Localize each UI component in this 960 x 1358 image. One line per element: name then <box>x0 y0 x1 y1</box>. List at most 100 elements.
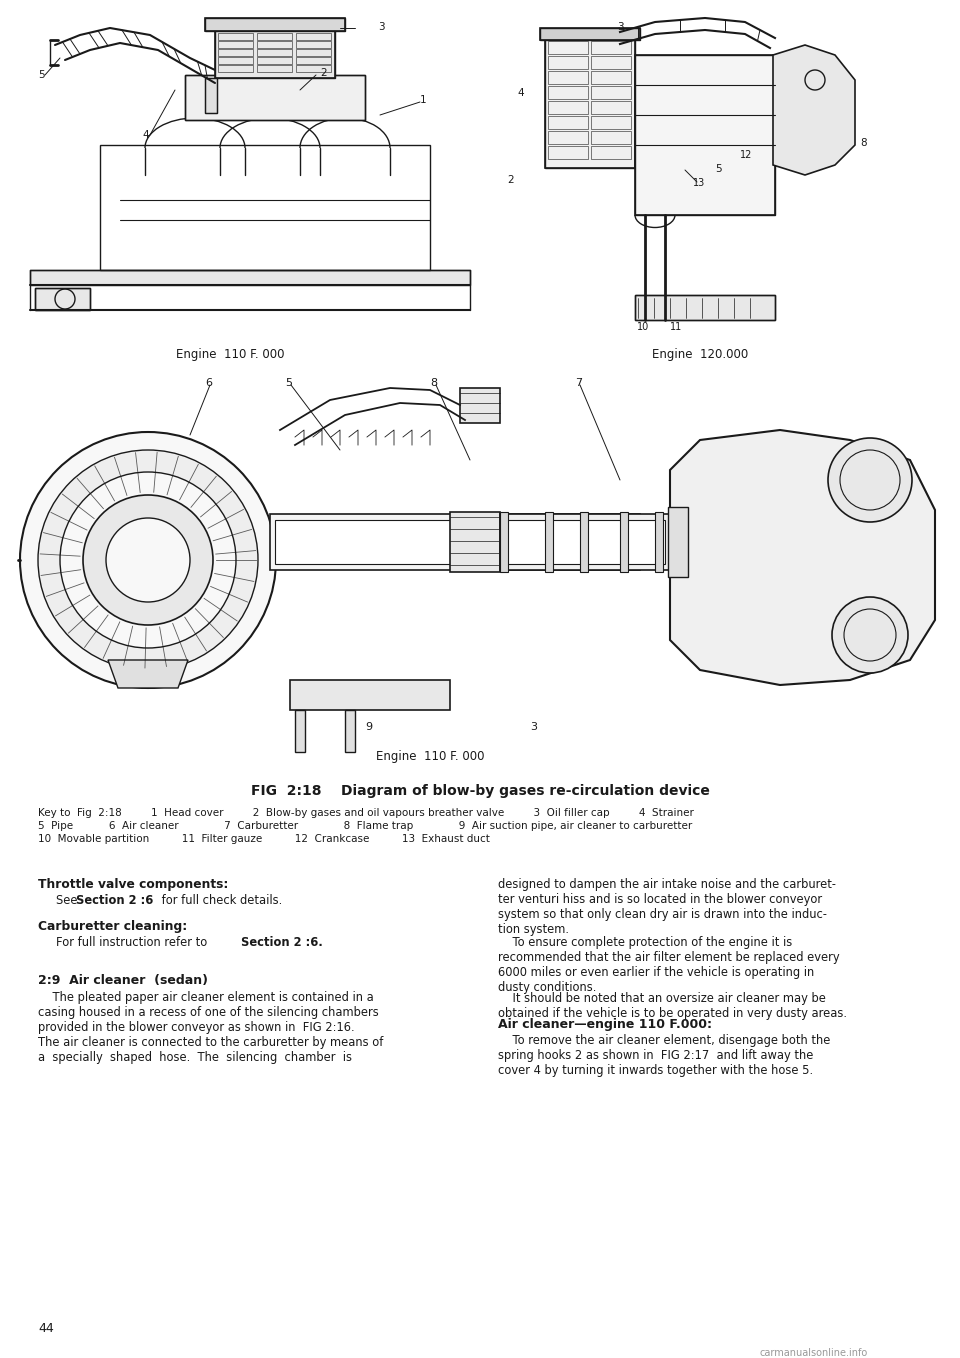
Bar <box>668 507 688 577</box>
Text: 4: 4 <box>517 88 523 98</box>
Bar <box>591 100 631 114</box>
Bar <box>205 77 217 113</box>
Circle shape <box>828 439 912 521</box>
Text: 7: 7 <box>575 378 582 388</box>
Text: 9: 9 <box>365 722 372 732</box>
Bar <box>635 295 775 320</box>
Bar <box>205 18 345 31</box>
Bar <box>548 130 588 144</box>
Text: carmanualsonline.info: carmanualsonline.info <box>760 1348 868 1358</box>
Bar <box>460 388 500 422</box>
Text: It should be noted that an oversize air cleaner may be
obtained if the vehicle i: It should be noted that an oversize air … <box>498 991 847 1020</box>
Text: Throttle valve components:: Throttle valve components: <box>38 879 228 891</box>
Text: Section 2 :6.: Section 2 :6. <box>241 936 323 949</box>
Bar <box>500 513 670 570</box>
Bar <box>290 680 450 710</box>
Bar <box>345 710 355 752</box>
Text: designed to dampen the air intake noise and the carburet-
ter venturi hiss and i: designed to dampen the air intake noise … <box>498 879 836 936</box>
Text: 13: 13 <box>693 178 706 187</box>
Bar <box>591 56 631 69</box>
Text: Section 2 :6: Section 2 :6 <box>76 894 154 907</box>
Circle shape <box>38 449 258 669</box>
Bar <box>218 65 253 72</box>
Text: 5: 5 <box>38 71 44 80</box>
Text: Key to  Fig  2:18         1  Head cover         2  Blow-by gases and oil vapours: Key to Fig 2:18 1 Head cover 2 Blow-by g… <box>38 808 694 818</box>
Bar <box>257 41 292 48</box>
Text: Engine  120.000: Engine 120.000 <box>652 348 748 361</box>
Bar <box>655 512 663 572</box>
Bar <box>548 86 588 99</box>
Bar <box>540 29 640 39</box>
Bar <box>545 38 635 168</box>
Bar <box>635 56 775 215</box>
Bar <box>215 30 335 77</box>
Text: See: See <box>56 894 82 907</box>
Bar <box>591 130 631 144</box>
Text: To remove the air cleaner element, disengage both the
spring hooks 2 as shown in: To remove the air cleaner element, disen… <box>498 1033 830 1077</box>
Bar <box>218 33 253 39</box>
Bar <box>540 29 640 39</box>
Text: 2:9  Air cleaner  (sedan): 2:9 Air cleaner (sedan) <box>38 974 208 987</box>
Polygon shape <box>773 45 855 175</box>
Bar <box>296 57 331 64</box>
Text: 4: 4 <box>142 130 149 140</box>
Polygon shape <box>108 660 188 689</box>
Text: 44: 44 <box>38 1321 54 1335</box>
Bar <box>218 57 253 64</box>
Bar <box>545 512 553 572</box>
Text: 3: 3 <box>378 22 385 33</box>
Bar <box>548 100 588 114</box>
Bar <box>505 520 665 564</box>
Bar <box>257 33 292 39</box>
Bar <box>270 513 640 570</box>
Text: Air cleaner—engine 110 F.000:: Air cleaner—engine 110 F.000: <box>498 1018 712 1031</box>
Bar <box>580 512 588 572</box>
Bar <box>205 18 345 31</box>
Bar <box>635 56 775 215</box>
Text: 3: 3 <box>530 722 537 732</box>
Bar <box>591 147 631 159</box>
Text: Engine  110 F. 000: Engine 110 F. 000 <box>375 750 484 763</box>
Bar <box>215 30 335 77</box>
Bar <box>548 115 588 129</box>
Text: Engine  110 F. 000: Engine 110 F. 000 <box>176 348 284 361</box>
Circle shape <box>20 432 276 689</box>
Text: 8: 8 <box>860 139 867 148</box>
Bar <box>296 41 331 48</box>
Bar <box>295 710 305 752</box>
Bar <box>218 49 253 56</box>
Text: 8: 8 <box>430 378 437 388</box>
Bar <box>591 115 631 129</box>
Bar <box>545 38 635 168</box>
Bar <box>500 512 508 572</box>
Bar <box>296 49 331 56</box>
Bar <box>591 86 631 99</box>
Bar <box>296 65 331 72</box>
Bar <box>35 288 90 310</box>
Bar <box>185 75 365 120</box>
Polygon shape <box>670 430 935 684</box>
Text: 5: 5 <box>715 164 722 174</box>
Text: 12: 12 <box>740 149 753 160</box>
Circle shape <box>60 473 236 648</box>
Bar <box>35 288 90 310</box>
Text: 2: 2 <box>320 68 326 77</box>
Bar <box>257 49 292 56</box>
Text: 3: 3 <box>617 22 624 33</box>
Bar <box>257 65 292 72</box>
Text: 10: 10 <box>637 322 649 331</box>
Bar <box>548 71 588 84</box>
Text: To ensure complete protection of the engine it is
recommended that the air filte: To ensure complete protection of the eng… <box>498 936 840 994</box>
Bar <box>296 33 331 39</box>
Text: 5  Pipe           6  Air cleaner              7  Carburetter              8  Fla: 5 Pipe 6 Air cleaner 7 Carburetter 8 Fla <box>38 822 692 831</box>
Text: 2: 2 <box>507 175 514 185</box>
Circle shape <box>832 598 908 674</box>
Bar <box>257 57 292 64</box>
Text: 11: 11 <box>670 322 683 331</box>
Bar <box>591 71 631 84</box>
Circle shape <box>106 517 190 602</box>
Bar <box>185 75 365 120</box>
Bar <box>548 41 588 54</box>
Bar <box>450 512 500 572</box>
Text: FIG  2:18    Diagram of blow-by gases re-circulation device: FIG 2:18 Diagram of blow-by gases re-cir… <box>251 784 709 799</box>
